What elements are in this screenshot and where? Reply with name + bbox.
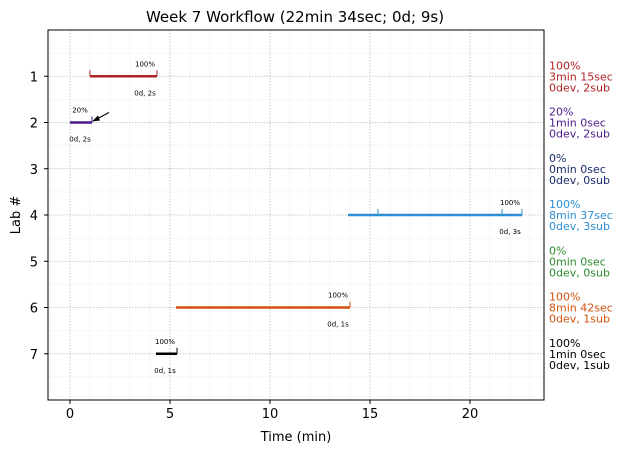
side-label-line: 20% xyxy=(549,106,573,119)
x-axis-ticks: 0 5 10 15 20 xyxy=(66,400,478,422)
y-axis-label: Lab # xyxy=(9,196,24,235)
side-label-line: 0% xyxy=(549,244,566,257)
side-label-line: 100% xyxy=(549,198,580,211)
lab-stats-label: 0d, 3s xyxy=(499,228,521,236)
x-tick-label: 0 xyxy=(66,407,74,422)
y-tick-label: 7 xyxy=(30,348,38,363)
side-label-line: 3min 15sec xyxy=(549,70,613,83)
x-tick-label: 10 xyxy=(262,407,279,422)
lab-stats-label: 0d, 1s xyxy=(154,367,176,375)
side-label-line: 100% xyxy=(549,59,580,72)
side-label-line: 0dev, 1sub xyxy=(549,359,610,372)
x-axis-label: Time (min) xyxy=(260,430,332,445)
arrow-head xyxy=(92,115,100,122)
lab-percent-label: 100% xyxy=(328,292,348,300)
chart-title: Week 7 Workflow (22min 34sec; 0d; 9s) xyxy=(146,8,444,26)
y-axis-ticks: 1 2 3 4 5 6 7 xyxy=(30,70,48,363)
lab-stats-label: 0d, 2s xyxy=(69,136,91,144)
side-label-line: 8min 37sec xyxy=(549,209,613,222)
x-tick-label: 15 xyxy=(362,407,379,422)
y-tick-label: 4 xyxy=(30,209,38,224)
side-label-line: 0min 0sec xyxy=(549,255,606,268)
side-label-line: 0% xyxy=(549,152,566,165)
side-label-line: 1min 0sec xyxy=(549,348,606,361)
side-label-line: 0min 0sec xyxy=(549,163,606,176)
lab-percent-label: 100% xyxy=(500,199,520,207)
y-tick-label: 3 xyxy=(30,163,38,178)
side-label-line: 100% xyxy=(549,337,580,350)
lab-percent-label: 100% xyxy=(135,60,155,68)
y-tick-label: 5 xyxy=(30,255,38,270)
side-label-line: 0dev, 0sub xyxy=(549,174,610,187)
side-label-line: 8min 42sec xyxy=(549,302,613,315)
side-label-line: 0dev, 0sub xyxy=(549,266,610,279)
y-tick-label: 2 xyxy=(30,117,38,132)
lab-marks: 100% 0d, 2s 20% 0d, 2s 100% 0d, 3s 100% 0d, 1s 1… xyxy=(69,60,523,375)
y-tick-label: 1 xyxy=(30,70,38,85)
side-label-line: 100% xyxy=(549,291,580,304)
side-label-line: 0dev, 1sub xyxy=(549,313,610,326)
lab-percent-label: 20% xyxy=(72,107,88,115)
side-label-line: 0dev, 3sub xyxy=(549,220,610,233)
y-tick-label: 6 xyxy=(30,302,38,317)
side-label-line: 1min 0sec xyxy=(549,117,606,130)
x-tick-label: 5 xyxy=(166,407,174,422)
x-tick-label: 20 xyxy=(462,407,479,422)
lab-stats-label: 0d, 2s xyxy=(134,89,156,97)
side-label-line: 0dev, 2sub xyxy=(549,128,610,141)
side-label-line: 0dev, 2sub xyxy=(549,81,610,94)
lab-stats-label: 0d, 1s xyxy=(327,321,349,329)
lab-percent-label: 100% xyxy=(155,338,175,346)
